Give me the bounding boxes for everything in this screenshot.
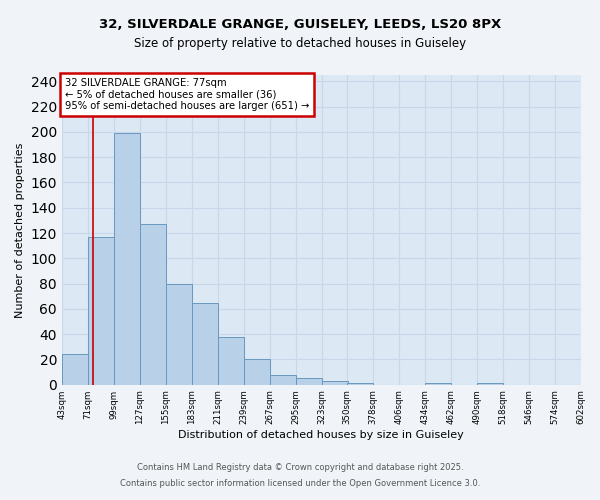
Bar (88, 237, 114, 384)
Bar (140, 224, 166, 384)
Y-axis label: Number of detached properties: Number of detached properties (15, 142, 25, 318)
X-axis label: Distribution of detached houses by size in Guiseley: Distribution of detached houses by size … (178, 430, 464, 440)
Bar (244, 360, 270, 384)
Bar (270, 374, 296, 384)
Bar (114, 133, 140, 384)
Bar (192, 302, 218, 384)
Text: Contains public sector information licensed under the Open Government Licence 3.: Contains public sector information licen… (120, 478, 480, 488)
Bar (218, 336, 244, 384)
Bar (322, 381, 347, 384)
Bar (166, 284, 192, 384)
Text: Size of property relative to detached houses in Guiseley: Size of property relative to detached ho… (134, 38, 466, 51)
Text: 32, SILVERDALE GRANGE, GUISELEY, LEEDS, LS20 8PX: 32, SILVERDALE GRANGE, GUISELEY, LEEDS, … (99, 18, 501, 30)
Bar (296, 378, 322, 384)
Bar (62, 354, 88, 384)
Text: Contains HM Land Registry data © Crown copyright and database right 2025.: Contains HM Land Registry data © Crown c… (137, 464, 463, 472)
Text: 32 SILVERDALE GRANGE: 77sqm
← 5% of detached houses are smaller (36)
95% of semi: 32 SILVERDALE GRANGE: 77sqm ← 5% of deta… (65, 78, 309, 112)
